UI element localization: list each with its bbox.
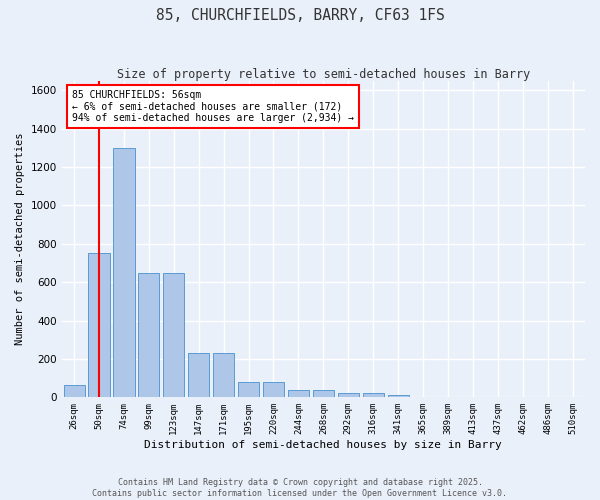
Bar	[388, 396, 409, 398]
Bar	[288, 390, 309, 398]
Y-axis label: Number of semi-detached properties: Number of semi-detached properties	[15, 132, 25, 345]
Bar	[263, 382, 284, 398]
Title: Size of property relative to semi-detached houses in Barry: Size of property relative to semi-detach…	[117, 68, 530, 80]
Text: Contains HM Land Registry data © Crown copyright and database right 2025.
Contai: Contains HM Land Registry data © Crown c…	[92, 478, 508, 498]
Bar	[138, 272, 160, 398]
Bar	[188, 353, 209, 398]
Bar	[238, 382, 259, 398]
Bar	[163, 272, 184, 398]
Bar	[313, 390, 334, 398]
Text: 85 CHURCHFIELDS: 56sqm
← 6% of semi-detached houses are smaller (172)
94% of sem: 85 CHURCHFIELDS: 56sqm ← 6% of semi-deta…	[72, 90, 354, 123]
Bar	[213, 353, 234, 398]
Bar	[113, 148, 134, 398]
Text: 85, CHURCHFIELDS, BARRY, CF63 1FS: 85, CHURCHFIELDS, BARRY, CF63 1FS	[155, 8, 445, 22]
Bar	[88, 254, 110, 398]
X-axis label: Distribution of semi-detached houses by size in Barry: Distribution of semi-detached houses by …	[145, 440, 502, 450]
Bar	[64, 385, 85, 398]
Bar	[362, 394, 384, 398]
Bar	[338, 394, 359, 398]
